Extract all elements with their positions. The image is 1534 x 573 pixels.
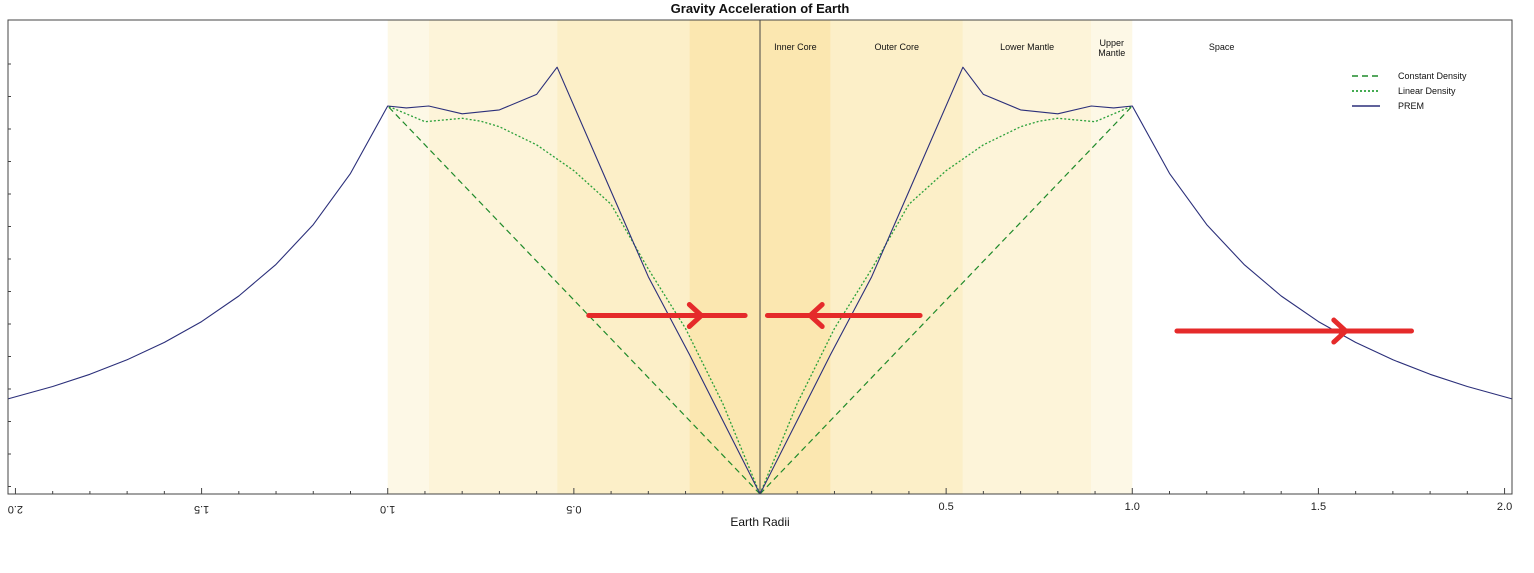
- x-tick-label-left-mirrored: 2.0: [8, 503, 23, 515]
- series-line-prem-right: [759, 66, 1513, 495]
- series-line-prem-left: [7, 66, 761, 495]
- arrow-annotations: [586, 302, 1414, 345]
- region-band-right-2: [962, 20, 1092, 494]
- region-band-left-1: [557, 20, 690, 494]
- x-tick-label-left-mirrored: 0.5: [566, 503, 581, 515]
- x-tick-label-left-mirrored: 1.0: [380, 503, 395, 515]
- arrow-head-0: [686, 302, 704, 330]
- legend-label-2: PREM: [1398, 101, 1424, 111]
- axes-layer: 0.5 1.0 1.5 2.0 0.5 1.0 1.5 2.0: [7, 19, 1513, 515]
- series-layer: [7, 66, 1513, 495]
- x-axis-label: Earth Radii: [730, 515, 789, 529]
- region-band-right-0: [760, 20, 831, 494]
- arrow-head-1: [807, 302, 825, 330]
- region-band-left-3: [387, 20, 429, 494]
- region-band-left-0: [689, 20, 760, 494]
- legend: Constant Density Linear Density PREM: [1352, 71, 1467, 111]
- region-label-3: Upper Mantle: [1098, 38, 1125, 58]
- region-bands: [387, 20, 1133, 494]
- region-label-2: Lower Mantle: [1000, 42, 1054, 52]
- region-band-left-2: [428, 20, 558, 494]
- region-band-right-3: [1091, 20, 1133, 494]
- arrow-head-2: [1331, 317, 1349, 345]
- region-label-1: Outer Core: [875, 42, 920, 52]
- x-tick-label-right: 2.0: [1497, 501, 1512, 513]
- x-tick-label-right: 0.5: [938, 501, 953, 513]
- x-tick-label-right: 1.0: [1125, 501, 1140, 513]
- region-band-right-1: [830, 20, 963, 494]
- region-labels: Inner Core Outer Core Lower Mantle Upper Man…: [774, 38, 1234, 58]
- x-tick-label-right: 1.5: [1311, 501, 1326, 513]
- chart-title: Gravity Acceleration of Earth: [671, 1, 850, 16]
- region-label-4: Space: [1209, 42, 1235, 52]
- region-label-0: Inner Core: [774, 42, 817, 52]
- legend-label-1: Linear Density: [1398, 86, 1456, 96]
- x-tick-label-left-mirrored: 1.5: [194, 503, 209, 515]
- legend-label-0: Constant Density: [1398, 71, 1467, 81]
